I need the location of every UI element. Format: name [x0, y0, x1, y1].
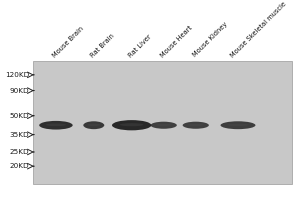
Text: Mouse Kidney: Mouse Kidney	[191, 21, 229, 58]
Text: 25KD: 25KD	[10, 149, 29, 155]
Text: 50KD: 50KD	[10, 113, 29, 119]
Ellipse shape	[88, 124, 100, 126]
Ellipse shape	[151, 122, 177, 129]
Ellipse shape	[46, 123, 66, 126]
Text: Mouse Skeletal muscle: Mouse Skeletal muscle	[230, 0, 287, 58]
Ellipse shape	[39, 121, 73, 130]
Text: Mouse Brain: Mouse Brain	[52, 25, 85, 58]
Ellipse shape	[83, 121, 104, 129]
Ellipse shape	[120, 123, 143, 126]
Text: 120KD: 120KD	[5, 72, 29, 78]
Text: Rat Brain: Rat Brain	[90, 32, 116, 58]
Ellipse shape	[112, 120, 151, 130]
Text: Mouse Heart: Mouse Heart	[160, 24, 194, 58]
Text: 35KD: 35KD	[10, 132, 29, 138]
Text: 90KD: 90KD	[10, 88, 29, 94]
Ellipse shape	[188, 124, 204, 126]
FancyBboxPatch shape	[33, 61, 292, 184]
Text: Rat Liver: Rat Liver	[128, 33, 153, 58]
Ellipse shape	[156, 124, 172, 126]
Text: 20KD: 20KD	[10, 163, 29, 169]
Ellipse shape	[227, 124, 248, 126]
Ellipse shape	[220, 121, 256, 129]
Ellipse shape	[183, 122, 209, 129]
